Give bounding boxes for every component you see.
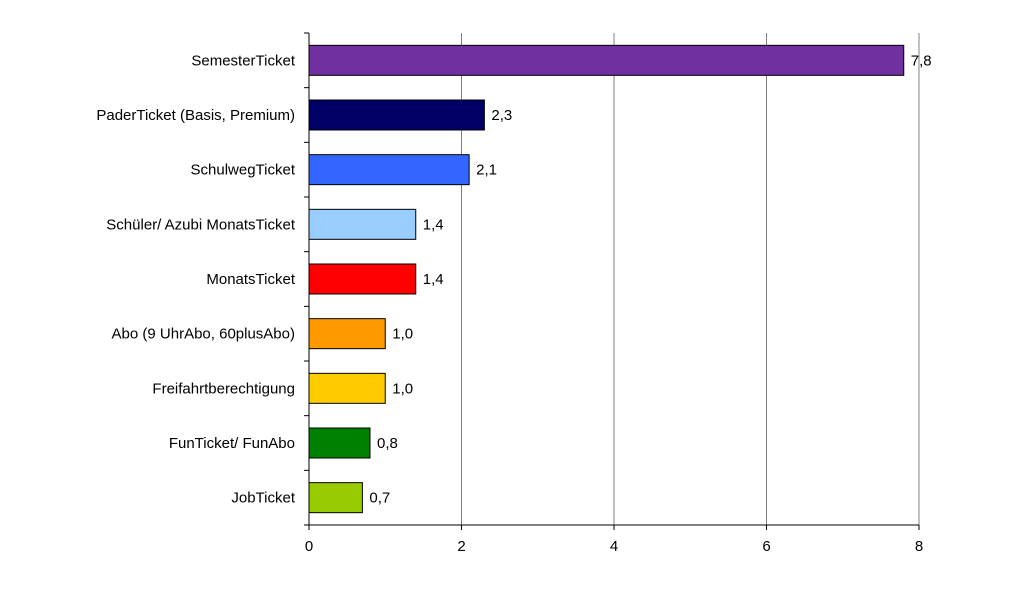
bar <box>308 208 417 240</box>
x-tick-label: 0 <box>305 538 313 555</box>
category-label: SemesterTicket <box>191 52 295 69</box>
data-labels: 7,8 2,3 2,1 1,4 1,4 1,0 1,0 0,8 0,7 <box>369 52 931 506</box>
data-label: 0,7 <box>369 490 390 507</box>
x-tick-label: 4 <box>610 538 618 555</box>
bar <box>308 372 386 404</box>
category-label: PaderTicket (Basis, Premium) <box>96 107 295 124</box>
category-label: SchulwegTicket <box>191 162 296 179</box>
data-label: 1,0 <box>392 326 413 343</box>
axes <box>304 32 920 530</box>
bar <box>308 427 371 459</box>
x-tick-label: 2 <box>457 538 465 555</box>
data-label: 1,0 <box>392 380 413 397</box>
bar <box>308 263 417 295</box>
data-label: 0,8 <box>377 435 398 452</box>
category-label: Schüler/ Azubi MonatsTicket <box>106 216 296 233</box>
data-label: 1,4 <box>423 216 444 233</box>
bar <box>308 99 485 131</box>
bar <box>308 44 905 76</box>
data-label: 1,4 <box>423 271 444 288</box>
bar <box>308 154 470 186</box>
category-label: FunTicket/ FunAbo <box>169 435 295 452</box>
bar <box>308 482 363 514</box>
data-label: 2,3 <box>491 107 512 124</box>
category-label: JobTicket <box>231 490 295 507</box>
category-label: MonatsTicket <box>206 271 295 288</box>
data-label: 2,1 <box>476 162 497 179</box>
bar <box>308 318 386 350</box>
category-label: Freifahrtberechtigung <box>152 380 295 397</box>
category-labels: SemesterTicket PaderTicket (Basis, Premiu… <box>96 52 295 506</box>
category-label: Abo (9 UhrAbo, 60plusAbo) <box>112 326 295 343</box>
data-label: 7,8 <box>911 52 932 69</box>
x-tick-label: 6 <box>762 538 770 555</box>
gridlines <box>461 33 920 525</box>
x-tick-label: 8 <box>915 538 923 555</box>
bars <box>308 44 905 514</box>
tick-labels: 0 2 4 6 8 <box>305 538 923 555</box>
